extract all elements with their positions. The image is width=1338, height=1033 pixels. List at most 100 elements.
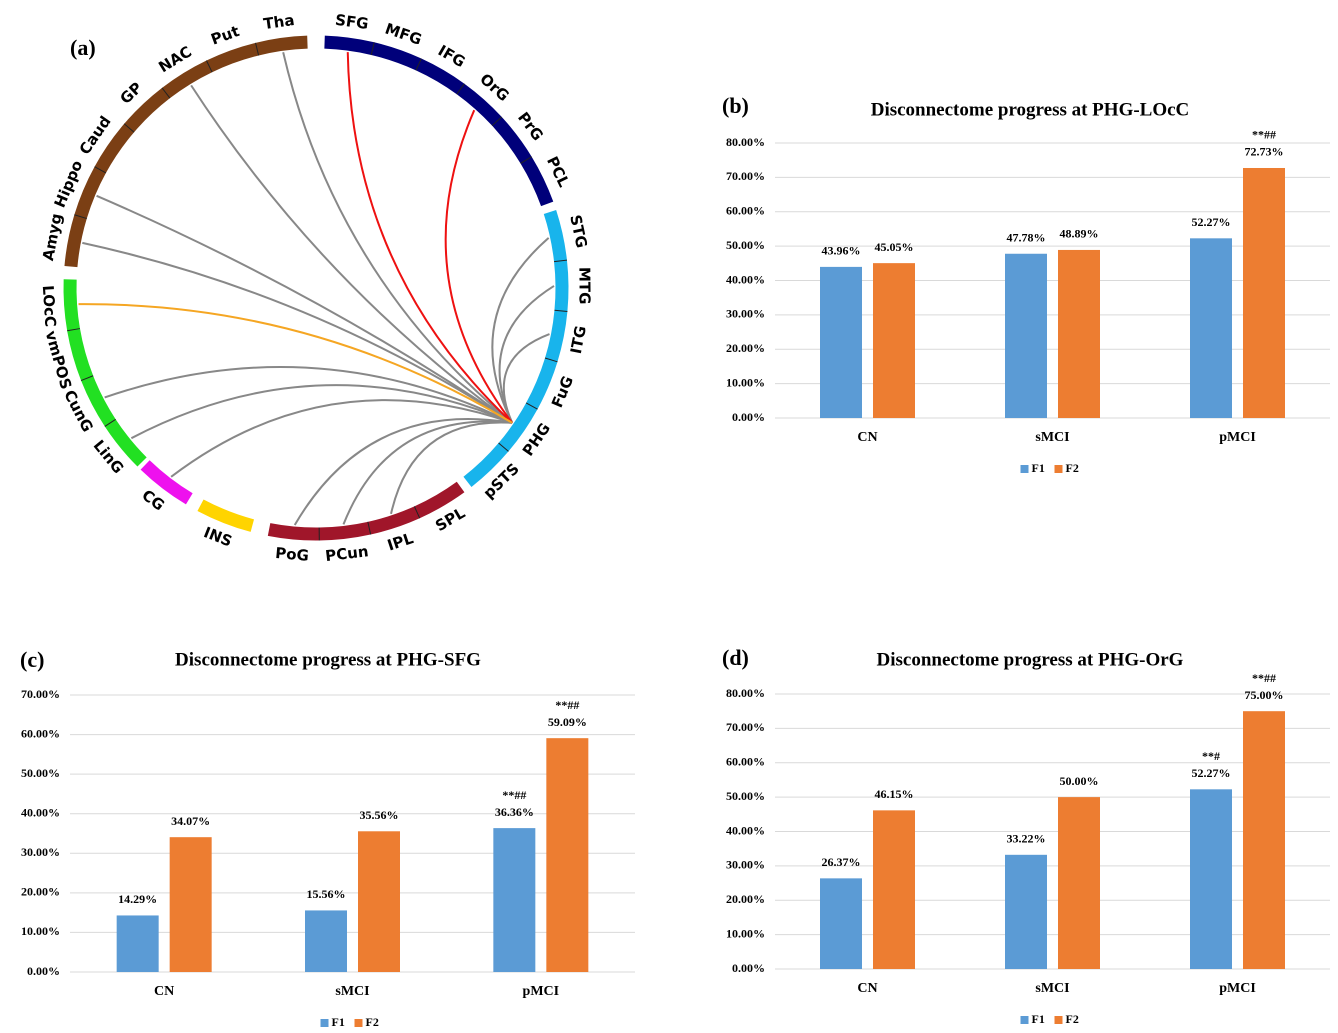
x-tick-label: sMCI bbox=[1035, 430, 1069, 445]
panel-label: (d) bbox=[722, 645, 749, 670]
region-arc bbox=[64, 214, 87, 268]
significance-label: **## bbox=[555, 698, 579, 712]
value-label: 34.07% bbox=[171, 814, 210, 828]
region-arc bbox=[63, 279, 80, 331]
value-label: 59.09% bbox=[548, 715, 587, 729]
bar bbox=[169, 837, 212, 972]
legend-swatch bbox=[354, 1019, 363, 1027]
link bbox=[282, 52, 513, 424]
region-separator bbox=[544, 357, 558, 363]
chart-title: Disconnectome progress at PHG-LOcC bbox=[871, 99, 1190, 120]
region-arc bbox=[371, 42, 422, 71]
link bbox=[491, 237, 550, 424]
region-arc bbox=[324, 35, 375, 55]
region-label: SFG bbox=[334, 11, 369, 33]
legend-swatch bbox=[1020, 465, 1029, 473]
region-label: Amyg bbox=[39, 212, 66, 262]
region-separator bbox=[525, 402, 538, 410]
x-tick-label: pMCI bbox=[523, 984, 560, 999]
significance-label: **## bbox=[1252, 671, 1276, 685]
y-tick-label: 50.00% bbox=[21, 766, 60, 780]
link bbox=[96, 194, 513, 424]
region-separator bbox=[370, 42, 375, 56]
bar bbox=[1005, 854, 1047, 969]
legend-label: F2 bbox=[1066, 461, 1079, 475]
bar bbox=[1005, 253, 1047, 418]
value-label: 45.05% bbox=[875, 240, 914, 254]
region-separator bbox=[94, 166, 107, 174]
region-arc bbox=[526, 357, 558, 410]
region-separator bbox=[491, 116, 503, 127]
region-separator bbox=[123, 123, 135, 133]
bar bbox=[493, 828, 536, 972]
region-label: Put bbox=[208, 22, 241, 49]
link bbox=[104, 365, 513, 424]
region-label: Tha bbox=[262, 11, 295, 33]
x-tick-label: pMCI bbox=[1219, 430, 1256, 445]
y-tick-label: 50.00% bbox=[726, 238, 765, 252]
region-separator bbox=[367, 521, 372, 535]
link bbox=[78, 303, 513, 424]
region-separator bbox=[415, 58, 422, 71]
y-tick-label: 70.00% bbox=[21, 687, 60, 701]
legend-swatch bbox=[320, 1019, 329, 1027]
y-tick-label: 40.00% bbox=[21, 805, 60, 819]
legend-label: F1 bbox=[332, 1015, 345, 1029]
bar bbox=[1190, 789, 1232, 969]
region-arc bbox=[74, 166, 107, 219]
value-label: 47.78% bbox=[1007, 231, 1046, 245]
bar bbox=[820, 878, 862, 969]
region-arc bbox=[267, 523, 320, 541]
y-tick-label: 0.00% bbox=[732, 410, 765, 424]
bar bbox=[873, 810, 915, 969]
value-label: 15.56% bbox=[307, 887, 346, 901]
panel-label: (b) bbox=[722, 93, 749, 118]
value-label: 46.15% bbox=[875, 787, 914, 801]
region-separator bbox=[413, 506, 421, 519]
x-tick-label: CN bbox=[154, 984, 174, 999]
y-tick-label: 70.00% bbox=[726, 169, 765, 183]
region-label: PCL bbox=[543, 154, 573, 191]
y-tick-label: 80.00% bbox=[726, 135, 765, 149]
significance-label: **## bbox=[502, 788, 526, 802]
legend-label: F1 bbox=[1032, 1012, 1045, 1026]
region-label: IFG bbox=[435, 41, 468, 71]
value-label: 14.29% bbox=[118, 892, 157, 906]
region-arc bbox=[197, 499, 255, 532]
x-tick-label: sMCI bbox=[335, 984, 369, 999]
legend-swatch bbox=[1054, 465, 1063, 473]
value-label: 26.37% bbox=[822, 855, 861, 869]
x-tick-label: CN bbox=[857, 430, 877, 445]
value-label: 75.00% bbox=[1245, 688, 1284, 702]
bar bbox=[546, 738, 589, 972]
value-label: 36.36% bbox=[495, 805, 534, 819]
bar bbox=[1243, 711, 1285, 969]
region-arc bbox=[255, 35, 308, 56]
legend-label: F1 bbox=[1032, 461, 1045, 475]
region-arc bbox=[206, 42, 259, 73]
region-label: PoG bbox=[275, 544, 310, 565]
region-label: PCun bbox=[324, 542, 369, 565]
significance-label: **# bbox=[1202, 749, 1220, 763]
y-tick-label: 10.00% bbox=[726, 375, 765, 389]
region-arc bbox=[545, 310, 568, 362]
link bbox=[130, 384, 513, 440]
region-separator bbox=[104, 418, 116, 427]
panel-label: (c) bbox=[20, 647, 44, 672]
value-label: 48.89% bbox=[1060, 227, 1099, 241]
region-label: MTG bbox=[575, 267, 593, 305]
y-tick-label: 10.00% bbox=[726, 926, 765, 940]
chart-title: Disconnectome progress at PHG-SFG bbox=[175, 649, 481, 670]
region-label: IPL bbox=[385, 529, 416, 554]
region-separator bbox=[554, 309, 568, 312]
legend-label: F2 bbox=[1066, 1012, 1079, 1026]
region-separator bbox=[67, 328, 81, 332]
link bbox=[390, 421, 513, 515]
region-separator bbox=[74, 214, 87, 220]
value-label: 43.96% bbox=[822, 244, 861, 258]
region-arc bbox=[520, 156, 554, 207]
bar bbox=[1190, 238, 1232, 418]
region-label: INS bbox=[201, 523, 235, 550]
y-tick-label: 10.00% bbox=[21, 924, 60, 938]
